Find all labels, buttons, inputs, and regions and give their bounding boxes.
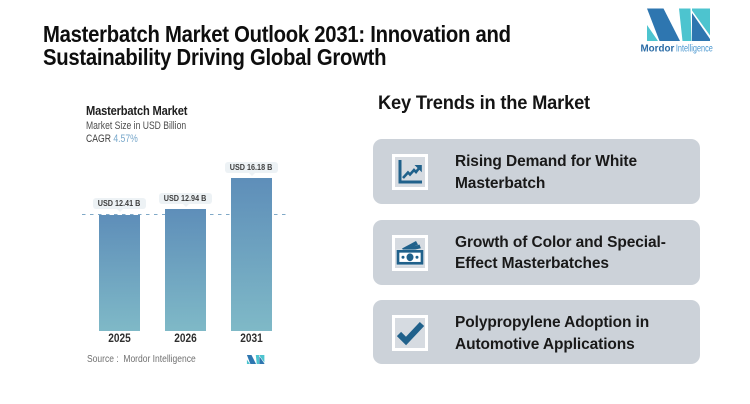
svg-text:Mordor: Mordor [641,43,675,54]
svg-text:Intelligence: Intelligence [676,43,713,54]
